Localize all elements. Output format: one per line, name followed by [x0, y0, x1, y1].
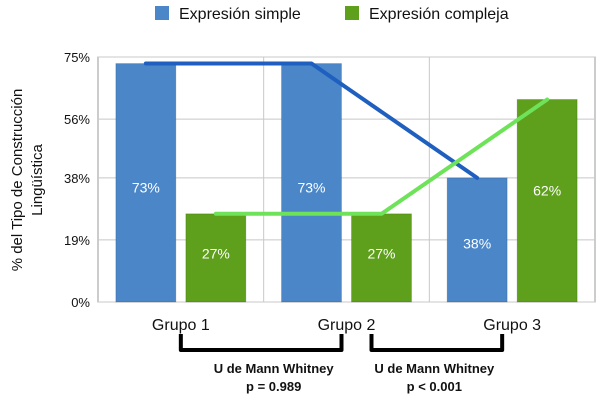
- y-axis-title: % del Tipo de Construcción Lingüística: [9, 89, 46, 272]
- comparison-p-value: p < 0.001: [407, 379, 462, 394]
- y-tick-label: 0%: [71, 295, 90, 310]
- y-tick-label: 19%: [64, 233, 90, 248]
- plot-area: [97, 56, 596, 303]
- trend-line-simple: [143, 61, 480, 180]
- bar-value-label: 27%: [367, 245, 395, 261]
- bar-compleja: [351, 213, 412, 303]
- y-tick-label: 56%: [64, 112, 90, 127]
- comparison-test-label: U de Mann Whitney: [214, 361, 335, 376]
- y-axis-title-line: Lingüística: [29, 143, 46, 215]
- legend-label: Expresión compleja: [369, 6, 509, 23]
- bar-simple: [281, 63, 342, 303]
- bar-value-label: 73%: [132, 180, 160, 196]
- y-axis-title-line: % del Tipo de Construcción: [9, 89, 26, 272]
- bar-value-label: 38%: [463, 236, 491, 252]
- bar-compleja: [185, 213, 247, 303]
- legend-label: Expresión simple: [179, 6, 301, 23]
- comparison-p-value: p = 0.989: [246, 379, 301, 394]
- x-tick-label: Grupo 1: [152, 317, 210, 334]
- y-tick-label: 38%: [64, 171, 90, 186]
- legend-swatch: [345, 6, 359, 20]
- y-tick-label: 75%: [64, 50, 90, 65]
- bar-simple: [115, 63, 177, 303]
- bar-value-label: 62%: [533, 183, 561, 199]
- bar-simple: [446, 177, 508, 303]
- comparison-bracket: [178, 334, 344, 352]
- x-tick-label: Grupo 2: [318, 317, 376, 334]
- comparison-test-label: U de Mann Whitney: [374, 361, 495, 376]
- bar-value-label: 27%: [202, 245, 230, 261]
- comparison-bracket: [369, 334, 505, 352]
- x-tick-label: Grupo 3: [483, 317, 541, 334]
- bar-value-label: 73%: [297, 180, 325, 196]
- bar-compleja: [516, 98, 578, 303]
- legend-swatch: [155, 6, 169, 20]
- trend-line-compleja: [213, 97, 550, 216]
